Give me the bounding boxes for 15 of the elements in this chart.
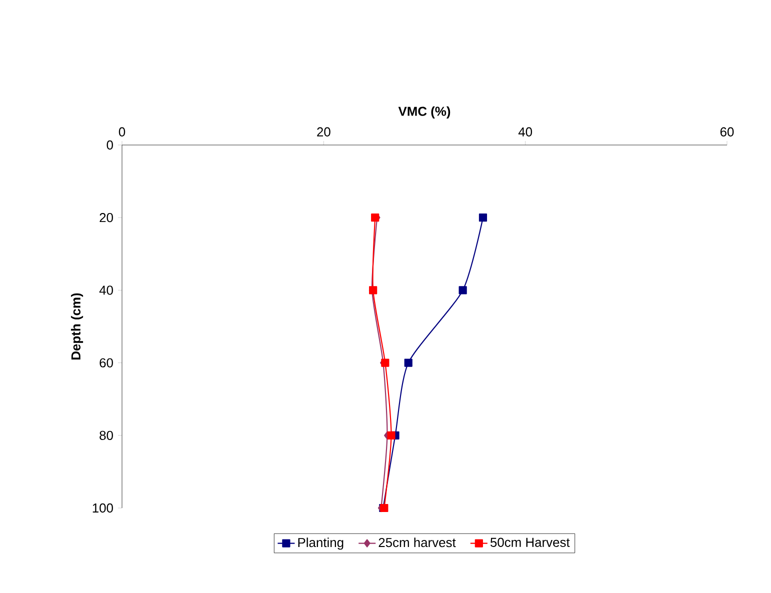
- legend-label: 25cm harvest: [378, 538, 456, 548]
- y-tick-label: 20: [100, 213, 113, 222]
- x-tick-label: 0: [118, 127, 126, 136]
- y-tick-label: 0: [106, 140, 113, 150]
- legend-label: 50cm Harvest: [490, 538, 570, 547]
- x-tick-label: 40: [518, 127, 532, 136]
- y-tick-label: 100: [92, 503, 113, 513]
- y-tick-label: 40: [99, 286, 113, 295]
- y-tick-label: 80: [100, 430, 113, 440]
- x-tick-label: 20: [317, 127, 330, 136]
- legend-label: Planting: [298, 538, 344, 550]
- x-axis-title: VMC (%): [398, 106, 450, 118]
- y-tick-label: 60: [100, 358, 113, 368]
- y-axis-title: Depth (cm): [70, 293, 84, 360]
- x-tick-label: 60: [720, 127, 734, 136]
